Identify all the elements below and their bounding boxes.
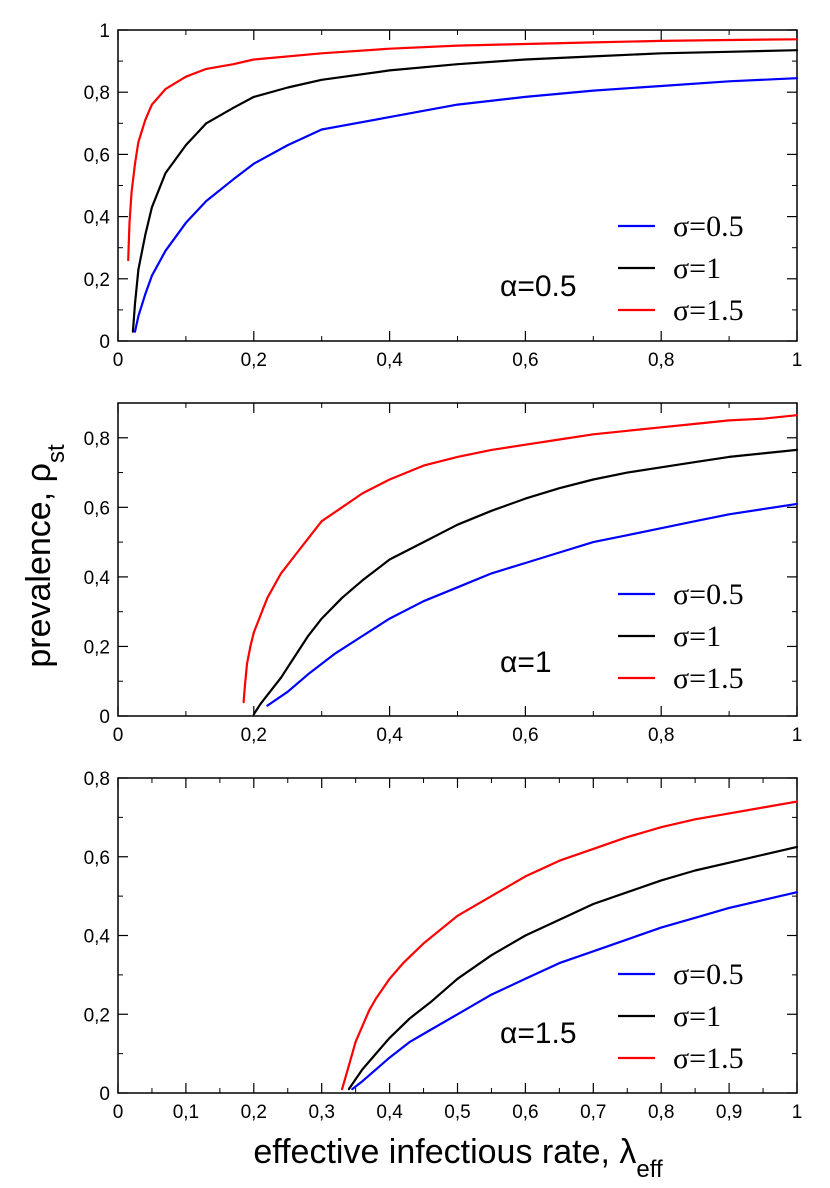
y-tick-label: 0,4	[84, 208, 111, 229]
legend-label: σ=0.5	[673, 578, 744, 611]
panel-top: 0 0,2 0,4 0,6 0,8 1 0 0,2 0,4 0,6 0,8 1 σ=0.5 σ=1 σ=1.…	[84, 21, 803, 371]
legend-label: σ=0.5	[673, 210, 744, 243]
legend-label: σ=1.5	[673, 1042, 744, 1075]
x-tick-label: 0,8	[648, 1102, 674, 1123]
x-tick-label: 0,8	[648, 725, 674, 746]
x-axis-title-sub: eff	[636, 1156, 663, 1183]
alpha-annotation: α=1.5	[500, 1017, 577, 1050]
y-tick-label: 0	[99, 707, 110, 728]
x-tick-label: 0,7	[580, 1102, 606, 1123]
x-tick-label: 0	[113, 1102, 124, 1123]
y-tick-label: 0	[99, 1084, 110, 1105]
series-line-3	[242, 414, 799, 704]
x-tick-label: 0	[113, 725, 124, 746]
legend-label: σ=1.5	[673, 662, 744, 695]
x-tick-label: 0,5	[444, 1102, 470, 1123]
x-tick-label: 0,4	[376, 350, 403, 371]
y-tick-label: 0,4	[84, 568, 111, 589]
x-axis-title: effective infectious rate, λeff	[253, 1133, 663, 1183]
y-tick-label: 0,2	[84, 637, 110, 658]
alpha-annotation: α=1	[500, 646, 552, 679]
x-tick-label: 0,9	[716, 1102, 742, 1123]
series-line-2	[347, 845, 799, 1091]
series-line-1	[133, 77, 799, 333]
y-axis-title: prevalence, ρst	[20, 444, 70, 668]
y-tick-label: 0,2	[84, 1005, 110, 1026]
series-line-2	[252, 448, 799, 716]
x-tick-label: 0,4	[376, 725, 403, 746]
series-line-1	[351, 891, 799, 1091]
y-tick-label: 0	[99, 332, 110, 353]
x-tick-label: 0,8	[648, 350, 674, 371]
x-tick-label: 1	[792, 1102, 803, 1123]
legend-label: σ=0.5	[673, 958, 744, 991]
alpha-annotation: α=0.5	[500, 270, 577, 303]
x-tick-label: 0,2	[241, 725, 267, 746]
x-tick-label: 0,1	[173, 1102, 199, 1123]
y-tick-label: 1	[99, 21, 110, 42]
x-tick-label: 0	[113, 350, 124, 371]
series-line-1	[266, 502, 799, 707]
y-tick-label: 0,8	[84, 769, 110, 790]
panel-middle: 0 0,2 0,4 0,6 0,8 1 0 0,2 0,4 0,6 0,8 σ=0.5 σ=1 σ=1.5…	[84, 402, 803, 746]
y-tick-label: 0,6	[84, 145, 110, 166]
y-tick-label: 0,6	[84, 848, 110, 869]
x-axis-title-main: effective infectious rate, λ	[253, 1133, 636, 1171]
series-line-3	[127, 38, 799, 262]
legend-label: σ=1	[673, 1000, 721, 1033]
x-tick-label: 1	[792, 350, 803, 371]
panel-bottom: 0 0,1 0,2 0,3 0,4 0,5 0,6 0,7 0,8 0,9 1 0 0,2 0,4 0,6 0…	[84, 769, 803, 1123]
x-tick-label: 0,6	[512, 1102, 538, 1123]
legend-label: σ=1	[673, 252, 721, 285]
x-tick-label: 0,4	[376, 1102, 403, 1123]
y-tick-label: 0,6	[84, 498, 110, 519]
x-tick-label: 0,6	[512, 725, 538, 746]
y-tick-label: 0,4	[84, 927, 111, 948]
y-tick-label: 0,8	[84, 429, 110, 450]
legend-label: σ=1.5	[673, 294, 744, 327]
legend-label: σ=1	[673, 620, 721, 653]
y-tick-label: 0,2	[84, 270, 110, 291]
x-tick-label: 0,2	[241, 350, 267, 371]
y-axis-title-main: prevalence, ρ	[20, 463, 58, 668]
y-tick-label: 0,8	[84, 83, 110, 104]
x-tick-label: 0,2	[241, 1102, 267, 1123]
x-tick-label: 0,6	[512, 350, 538, 371]
x-tick-label: 0,3	[308, 1102, 334, 1123]
series-line-3	[341, 800, 799, 1091]
x-tick-label: 1	[792, 725, 803, 746]
y-axis-title-sub: st	[43, 444, 70, 463]
series-line-2	[131, 49, 799, 333]
